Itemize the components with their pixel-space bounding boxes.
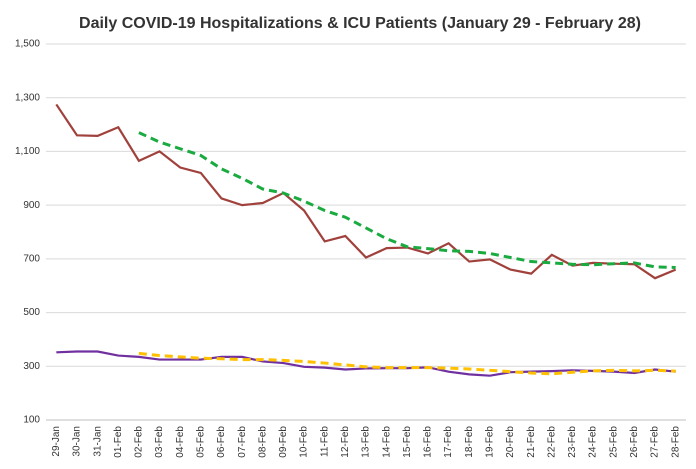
x-tick-label: 25-Feb [608, 426, 619, 458]
x-tick-label: 11-Feb [319, 426, 330, 457]
x-tick-label: 19-Feb [485, 426, 496, 458]
x-tick-label: 13-Feb [361, 426, 372, 458]
series-line [55, 103, 677, 280]
x-tick-label: 26-Feb [629, 426, 640, 458]
chart-title: Daily COVID-19 Hospitalizations & ICU Pa… [79, 15, 641, 32]
y-tick-label: 900 [23, 200, 40, 211]
y-tick-label: 500 [23, 307, 40, 318]
x-tick-label: 31-Jan [92, 426, 103, 457]
x-tick-label: 16-Feb [423, 426, 434, 458]
x-tick-label: 12-Feb [340, 426, 351, 458]
x-tick-label: 01-Feb [113, 426, 124, 458]
series-line [138, 351, 676, 376]
x-tick-label: 17-Feb [443, 426, 454, 458]
y-tick-label: 100 [23, 415, 40, 426]
x-tick-label: 23-Feb [567, 426, 578, 458]
x-tick-label: 21-Feb [526, 426, 537, 458]
y-tick-label: 300 [23, 361, 40, 372]
x-tick-label: 10-Feb [299, 426, 310, 458]
x-tick-label: 08-Feb [257, 426, 268, 458]
y-tick-label: 1,100 [15, 146, 40, 157]
x-tick-label: 03-Feb [154, 426, 165, 458]
y-tick-label: 1,500 [15, 39, 40, 50]
x-tick-label: 28-Feb [670, 426, 681, 458]
x-tick-label: 29-Jan [51, 426, 62, 457]
x-tick-label: 14-Feb [381, 426, 392, 458]
x-tick-label: 18-Feb [464, 426, 475, 458]
series-line [138, 131, 676, 269]
x-tick-label: 06-Feb [216, 426, 227, 458]
x-tick-label: 22-Feb [546, 426, 557, 458]
x-tick-label: 02-Feb [134, 426, 145, 458]
y-tick-label: 1,300 [15, 92, 40, 103]
x-tick-label: 27-Feb [650, 426, 661, 458]
y-tick-label: 700 [23, 253, 40, 264]
x-tick-label: 30-Jan [72, 426, 83, 457]
x-tick-label: 24-Feb [588, 426, 599, 458]
x-tick-label: 04-Feb [175, 426, 186, 458]
series-line [56, 350, 676, 377]
x-tick-label: 09-Feb [278, 426, 289, 458]
x-tick-label: 15-Feb [402, 426, 413, 458]
x-tick-label: 07-Feb [237, 426, 248, 458]
x-tick-label: 20-Feb [505, 426, 516, 458]
x-tick-label: 05-Feb [195, 426, 206, 458]
